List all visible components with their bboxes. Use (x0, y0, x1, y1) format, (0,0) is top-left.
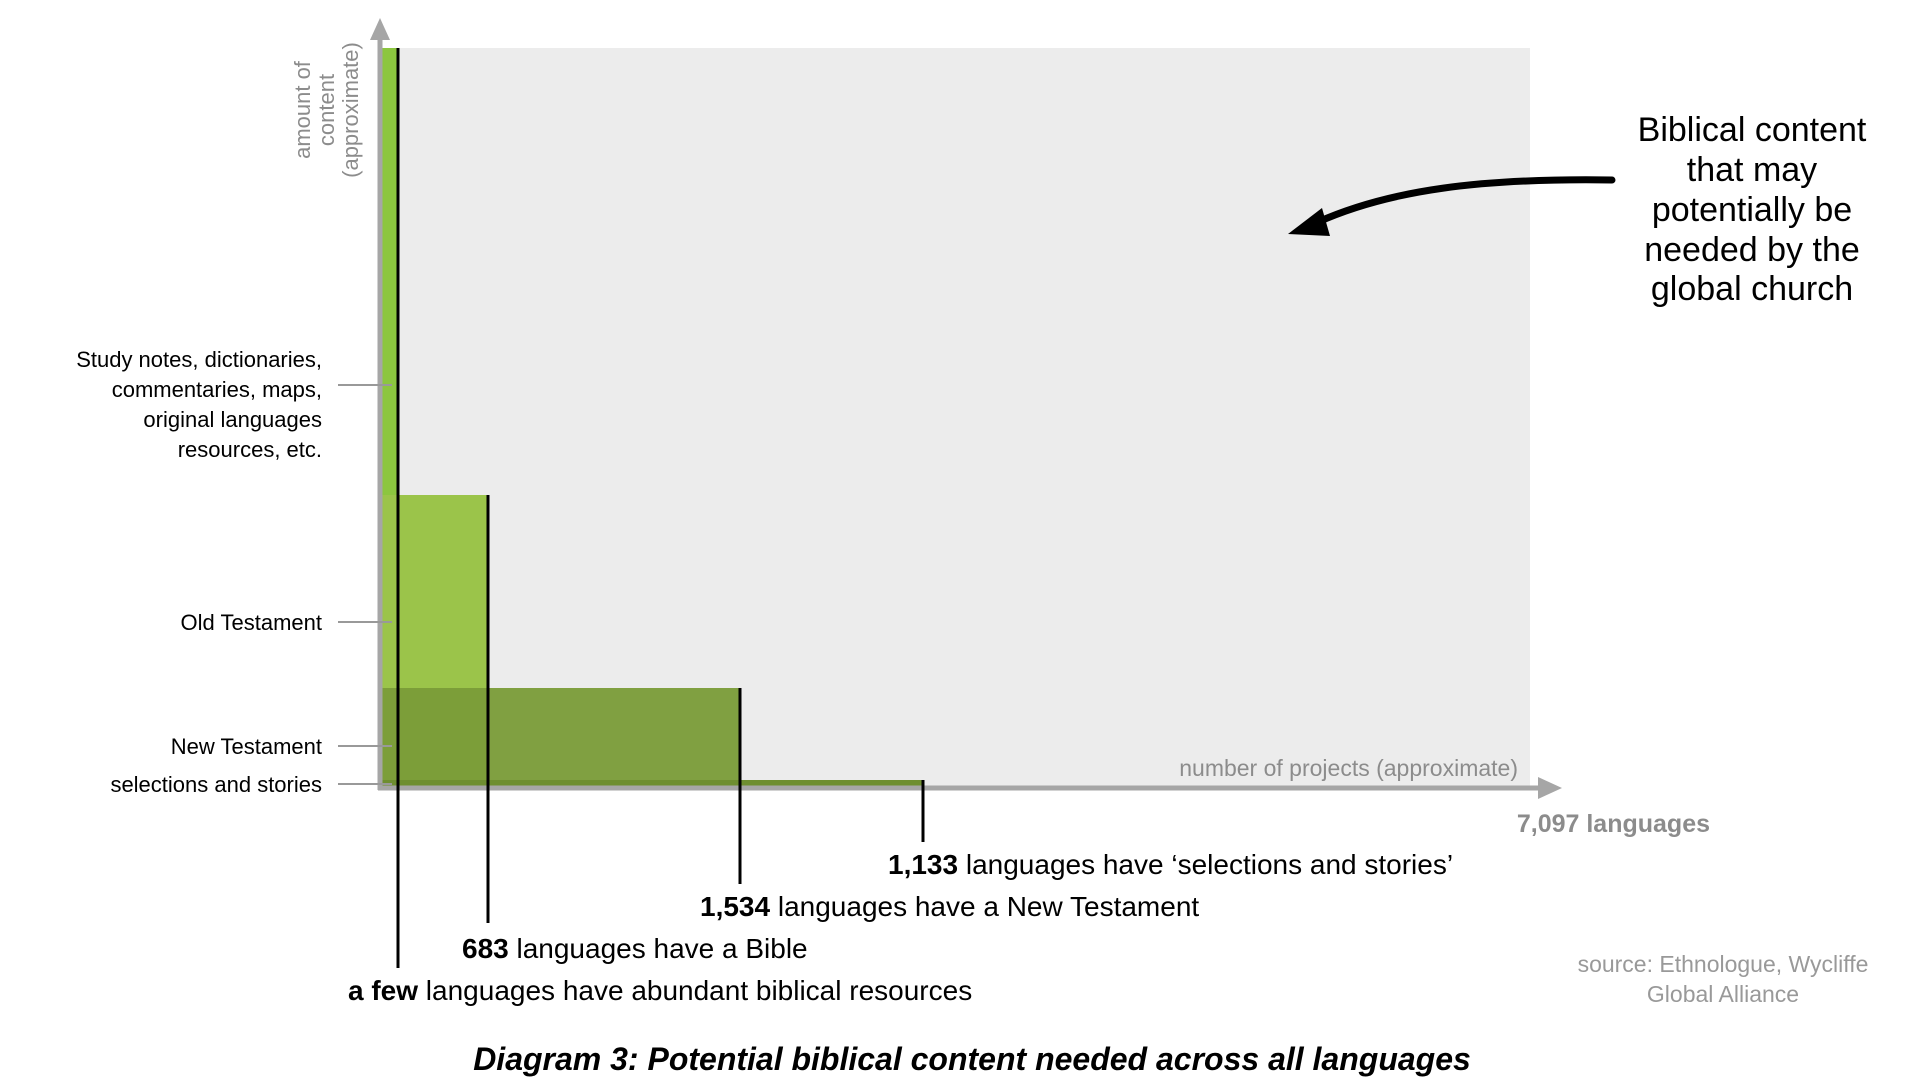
selections-block (381, 780, 922, 786)
level-ticks (338, 384, 392, 785)
svg-text:Biblical content: Biblical content (1638, 111, 1867, 149)
y-axis-label-line3: (approximate) (338, 42, 363, 178)
callout-new-testament: 1,534 languages have a New Testament (700, 891, 1199, 922)
annotation-text: Biblical content that may potentially be… (1638, 111, 1867, 308)
svg-text:source: Ethnologue, Wycliffe: source: Ethnologue, Wycliffe (1578, 951, 1869, 977)
x-axis-total: 7,097 languages (1517, 810, 1710, 838)
svg-text:Global Alliance: Global Alliance (1647, 981, 1799, 1007)
source-note: source: Ethnologue, Wycliffe Global Alli… (1578, 951, 1869, 1007)
diagram-caption: Diagram 3: Potential biblical content ne… (473, 1041, 1471, 1077)
callout-selections: 1,133 languages have ‘selections and sto… (888, 849, 1453, 880)
svg-text:original languages: original languages (143, 407, 322, 432)
level-label-new-testament: New Testament (171, 734, 322, 759)
new-testament-block (381, 688, 739, 786)
x-axis (378, 777, 1562, 799)
level-label-study-notes: Study notes, dictionaries, commentaries,… (76, 347, 322, 462)
annotation-arrow (1288, 176, 1616, 236)
svg-text:that may: that may (1687, 151, 1817, 189)
level-label-old-testament: Old Testament (181, 610, 322, 635)
svg-text:global church: global church (1651, 270, 1853, 308)
y-axis-label-line1: amount of (290, 60, 315, 159)
callout-abundant: a few languages have abundant biblical r… (348, 975, 972, 1006)
y-axis-label: amount of content (approximate) (290, 42, 363, 178)
callout-lines (396, 48, 925, 968)
potential-content-area (380, 48, 1530, 786)
svg-text:resources, etc.: resources, etc. (178, 437, 322, 462)
callout-bible: 683 languages have a Bible (462, 933, 808, 964)
y-axis-label-line2: content (314, 74, 339, 146)
svg-text:needed by the: needed by the (1644, 231, 1860, 269)
y-axis (370, 18, 390, 790)
level-label-selections: selections and stories (110, 772, 322, 797)
svg-text:Study notes, dictionaries,: Study notes, dictionaries, (76, 347, 322, 372)
x-axis-label: number of projects (approximate) (1179, 755, 1518, 781)
svg-text:potentially be: potentially be (1652, 191, 1852, 229)
svg-text:commentaries, maps,: commentaries, maps, (112, 377, 322, 402)
